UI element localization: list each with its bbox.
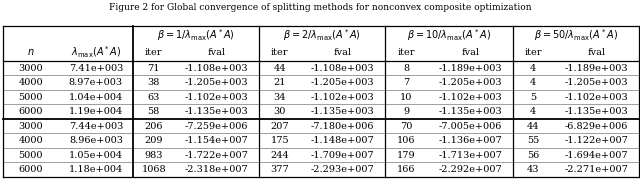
- Text: -1.136e+007: -1.136e+007: [438, 136, 502, 145]
- Text: -1.713e+007: -1.713e+007: [438, 151, 502, 160]
- Text: -1.154e+007: -1.154e+007: [185, 136, 248, 145]
- Text: 1.04e+004: 1.04e+004: [69, 93, 123, 101]
- Text: 244: 244: [270, 151, 289, 160]
- Text: -1.189e+003: -1.189e+003: [564, 64, 628, 72]
- Text: 6000: 6000: [19, 165, 43, 174]
- Text: -7.180e+006: -7.180e+006: [311, 122, 374, 130]
- Text: $\beta = 2/\lambda_{\max}(A^*A)$: $\beta = 2/\lambda_{\max}(A^*A)$: [284, 27, 361, 43]
- Text: 43: 43: [527, 165, 540, 174]
- Text: -1.102e+003: -1.102e+003: [564, 93, 628, 101]
- Text: 44: 44: [527, 122, 540, 130]
- Text: -1.102e+003: -1.102e+003: [311, 93, 374, 101]
- Text: -1.205e+003: -1.205e+003: [564, 78, 628, 87]
- Text: 55: 55: [527, 136, 540, 145]
- Text: 207: 207: [270, 122, 289, 130]
- Text: iter: iter: [524, 48, 542, 57]
- Text: 4: 4: [530, 107, 536, 116]
- Text: -7.259e+006: -7.259e+006: [185, 122, 248, 130]
- Text: -1.122e+007: -1.122e+007: [564, 136, 628, 145]
- Text: 7.44e+003: 7.44e+003: [68, 122, 123, 130]
- Text: 9: 9: [403, 107, 410, 116]
- Text: 5000: 5000: [19, 151, 43, 160]
- Text: 3000: 3000: [19, 64, 43, 72]
- Text: $n$: $n$: [27, 47, 35, 57]
- Text: -2.293e+007: -2.293e+007: [311, 165, 374, 174]
- Text: 8: 8: [403, 64, 410, 72]
- Text: 71: 71: [148, 64, 160, 72]
- Text: $\beta = 50/\lambda_{\max}(A^*A)$: $\beta = 50/\lambda_{\max}(A^*A)$: [534, 27, 618, 43]
- Text: 4000: 4000: [19, 78, 43, 87]
- Text: 377: 377: [270, 165, 289, 174]
- Text: -1.135e+003: -1.135e+003: [185, 107, 248, 116]
- Text: -1.102e+003: -1.102e+003: [185, 93, 248, 101]
- Text: 63: 63: [148, 93, 160, 101]
- Text: 175: 175: [270, 136, 289, 145]
- Text: 209: 209: [145, 136, 163, 145]
- Text: 8.97e+003: 8.97e+003: [69, 78, 123, 87]
- Text: 106: 106: [397, 136, 416, 145]
- Text: 5000: 5000: [19, 93, 43, 101]
- Text: 1068: 1068: [141, 165, 166, 174]
- Text: 56: 56: [527, 151, 540, 160]
- Text: -1.722e+007: -1.722e+007: [185, 151, 249, 160]
- Text: 1.19e+004: 1.19e+004: [69, 107, 123, 116]
- Text: -1.205e+003: -1.205e+003: [311, 78, 374, 87]
- Text: 34: 34: [273, 93, 286, 101]
- Text: 6000: 6000: [19, 107, 43, 116]
- Text: 1.18e+004: 1.18e+004: [69, 165, 123, 174]
- Text: 4: 4: [530, 78, 536, 87]
- Text: -1.694e+007: -1.694e+007: [564, 151, 628, 160]
- Text: 4000: 4000: [19, 136, 43, 145]
- Text: 38: 38: [148, 78, 160, 87]
- Text: -1.135e+003: -1.135e+003: [438, 107, 502, 116]
- Text: 44: 44: [273, 64, 286, 72]
- Text: 3000: 3000: [19, 122, 43, 130]
- Text: iter: iter: [397, 48, 415, 57]
- Text: 21: 21: [273, 78, 286, 87]
- Text: 179: 179: [397, 151, 416, 160]
- Text: -1.135e+003: -1.135e+003: [564, 107, 628, 116]
- Text: fval: fval: [333, 48, 351, 57]
- Text: -1.102e+003: -1.102e+003: [438, 93, 502, 101]
- Text: -6.829e+006: -6.829e+006: [564, 122, 628, 130]
- Text: 1.05e+004: 1.05e+004: [69, 151, 123, 160]
- Text: -1.108e+003: -1.108e+003: [311, 64, 374, 72]
- Text: -2.318e+007: -2.318e+007: [185, 165, 248, 174]
- Text: -2.292e+007: -2.292e+007: [438, 165, 502, 174]
- Text: 8.96e+003: 8.96e+003: [69, 136, 123, 145]
- Text: 983: 983: [145, 151, 163, 160]
- Text: $\beta = 1/\lambda_{\max}(A^*A)$: $\beta = 1/\lambda_{\max}(A^*A)$: [157, 27, 236, 43]
- Text: -1.205e+003: -1.205e+003: [185, 78, 248, 87]
- Text: 30: 30: [273, 107, 286, 116]
- Text: Figure 2 for Global convergence of splitting methods for nonconvex composite opt: Figure 2 for Global convergence of split…: [109, 3, 531, 12]
- Text: fval: fval: [587, 48, 605, 57]
- Text: fval: fval: [461, 48, 479, 57]
- Text: iter: iter: [271, 48, 289, 57]
- Text: 7.41e+003: 7.41e+003: [68, 64, 123, 72]
- Text: -1.189e+003: -1.189e+003: [438, 64, 502, 72]
- Text: -1.709e+007: -1.709e+007: [311, 151, 374, 160]
- Text: iter: iter: [145, 48, 163, 57]
- Text: 4: 4: [530, 64, 536, 72]
- Text: -7.005e+006: -7.005e+006: [438, 122, 502, 130]
- Text: 10: 10: [400, 93, 413, 101]
- Text: 7: 7: [403, 78, 410, 87]
- Text: fval: fval: [208, 48, 226, 57]
- Text: -1.205e+003: -1.205e+003: [438, 78, 502, 87]
- Text: -1.135e+003: -1.135e+003: [311, 107, 374, 116]
- Text: 58: 58: [148, 107, 160, 116]
- Text: $\beta = 10/\lambda_{\max}(A^*A)$: $\beta = 10/\lambda_{\max}(A^*A)$: [407, 27, 491, 43]
- Text: $\lambda_{\max}(A^*A)$: $\lambda_{\max}(A^*A)$: [70, 44, 121, 60]
- Text: 70: 70: [400, 122, 413, 130]
- Text: -1.108e+003: -1.108e+003: [185, 64, 248, 72]
- Text: 206: 206: [145, 122, 163, 130]
- Text: 166: 166: [397, 165, 416, 174]
- Text: -2.271e+007: -2.271e+007: [564, 165, 628, 174]
- Text: -1.148e+007: -1.148e+007: [311, 136, 374, 145]
- Text: 5: 5: [530, 93, 536, 101]
